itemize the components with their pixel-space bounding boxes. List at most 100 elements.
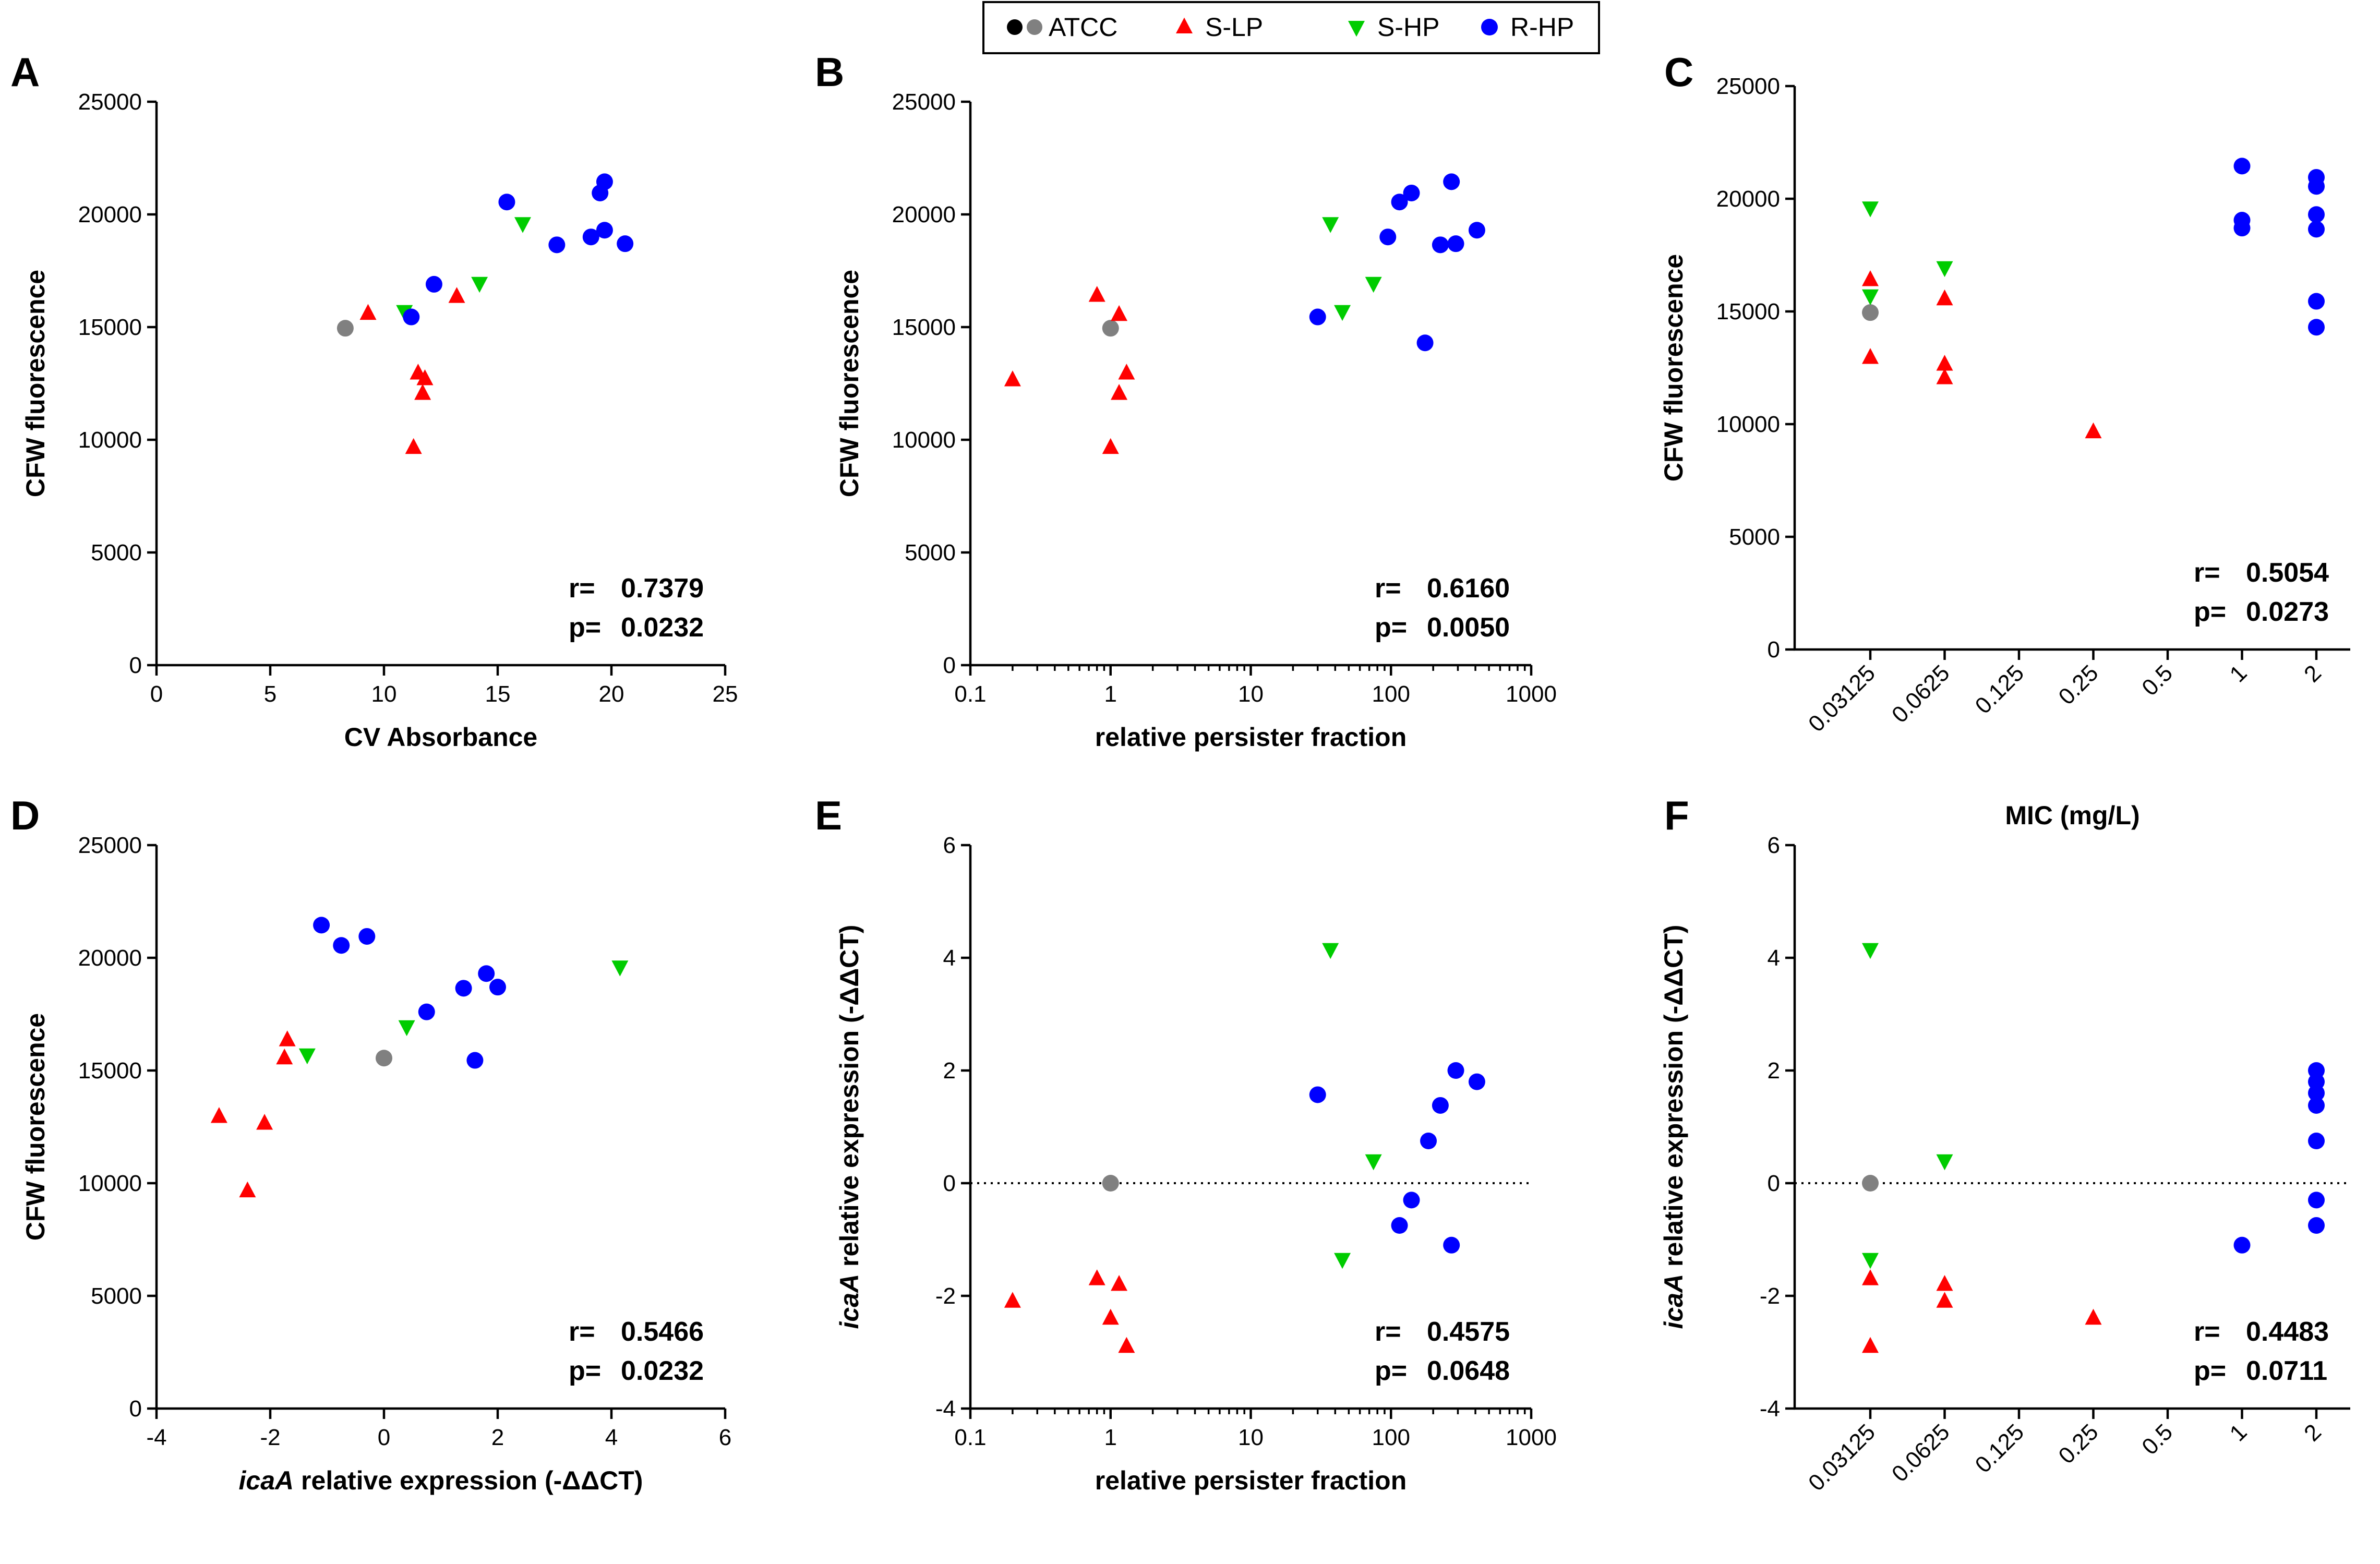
x-tick-label: 1000 [1506,1425,1557,1450]
x-tick-label: 2 [491,1425,504,1450]
data-point-shp [1936,261,1953,278]
x-tick-label: 20 [599,681,624,707]
x-tick-label: 4 [605,1425,618,1450]
data-point-rhp [548,236,566,254]
data-point-shp [1862,943,1879,959]
data-point-shp [1322,943,1339,959]
data-point-rhp [2233,1236,2251,1254]
data-point-slp [1111,305,1128,321]
y-axis-title-c: CFW fluorescence [1659,254,1688,482]
stat-p-label: p= [2194,597,2226,627]
data-point-slp [1862,348,1879,364]
data-point-slp [1111,384,1128,400]
stat-p-label: p= [1375,1356,1407,1386]
x-tick-label: 0 [378,1425,390,1450]
x-tick-label: 0.5 [2137,1419,2178,1460]
data-point-rhp [2233,220,2251,237]
stat-p-label: p= [2194,1356,2226,1386]
data-point-atcc [1862,304,1879,321]
stat-p-label: p= [1375,612,1407,643]
stat-r-label: r= [1375,573,1401,604]
stat-p-value: 0.0648 [1427,1356,1510,1386]
data-point-rhp [2308,1085,2325,1102]
data-point-slp [448,287,465,303]
stat-p-value: 0.0232 [621,612,704,643]
y-tick-label: 15000 [78,315,142,340]
stat-r-label: r= [2194,558,2220,588]
data-point-slp [210,1107,227,1123]
x-tick-label: -4 [146,1425,166,1450]
x-tick-label: -2 [260,1425,280,1450]
data-point-slp [1936,355,1953,371]
y-tick-label: -2 [935,1283,956,1309]
stat-p-value: 0.0711 [2246,1356,2327,1386]
data-point-slp [1862,1337,1879,1353]
data-point-atcc [336,320,354,337]
y-tick-label: 10000 [1716,412,1780,437]
data-point-atcc [1102,320,1119,337]
data-point-shp [1334,305,1351,321]
data-point-rhp [2233,158,2251,175]
data-point-rhp [1420,1133,1437,1149]
legend-marker-rhp [1481,19,1498,35]
x-tick-label: 100 [1372,681,1410,707]
data-point-rhp [617,235,634,252]
data-point-shp [1862,289,1879,306]
x-axis-title-a: CV Absorbance [344,723,537,752]
y-tick-label: 25000 [1716,74,1780,99]
data-point-shp [1862,201,1879,218]
legend-marker-slp [1176,17,1193,33]
data-point-shp [1322,217,1339,233]
data-point-atcc [1862,1175,1879,1192]
data-point-rhp [2308,1133,2325,1149]
data-point-slp [276,1048,293,1065]
data-point-rhp [1416,334,1434,352]
x-tick-label: 10 [1238,1425,1264,1450]
y-axis-title-d: CFW fluorescence [21,1013,50,1241]
data-point-rhp [2308,293,2325,310]
y-tick-label: 0 [1768,637,1780,663]
data-point-slp [1102,438,1119,454]
x-tick-label: 0.5 [2137,660,2178,701]
data-point-rhp [1432,236,1449,254]
panel-c: C 0 5000 10000 15000 20000 25000 0.03125 0.0625 0… [1659,49,2350,830]
data-point-rhp [333,937,350,954]
panel-letter-c: C [1664,49,1693,95]
data-point-rhp [489,979,506,996]
data-point-slp [1118,364,1135,380]
y-tick-label: 6 [1768,833,1780,858]
legend: ATCC S-LP S-HP R-HP [982,1,1600,54]
y-tick-label: 0 [129,1396,142,1422]
data-point-rhp [1443,173,1460,190]
x-tick-label: 25 [713,681,738,707]
data-point-shp [471,276,488,293]
legend-label-atcc: ATCC [1049,13,1117,42]
y-tick-label: 25000 [78,833,142,858]
data-point-shp [398,1020,415,1037]
stat-r-value: 0.6160 [1427,573,1510,604]
data-point-slp [256,1114,273,1130]
y-tick-label: 10000 [78,427,142,453]
y-tick-label: 0 [1768,1171,1780,1196]
stat-r-label: r= [569,1317,595,1347]
x-tick-label: 0.03125 [1804,660,1880,737]
x-tick-label: 0.25 [2053,660,2103,709]
panel-letter-d: D [10,792,40,838]
stat-p-label: p= [569,612,601,643]
data-point-rhp [466,1052,484,1069]
y-tick-label: 20000 [1716,186,1780,212]
data-point-atcc [1102,1175,1119,1192]
y-tick-label: -2 [1760,1283,1780,1309]
stat-r-value: 0.4483 [2246,1317,2329,1347]
y-tick-label: 0 [943,1171,956,1196]
data-point-rhp [313,917,330,934]
data-point-slp [1862,270,1879,286]
panel-b: B 0 5000 10000 15000 20000 25000 0.1 1 10 100 1000 r… [815,49,1557,752]
panel-d: D 0 5000 10000 15000 20000 25000 -4 -2 0 2 4 6 icaA r… [10,792,731,1495]
stat-r-value: 0.4575 [1427,1317,1510,1347]
y-tick-label: 15000 [1716,299,1780,324]
stat-r-label: r= [569,573,595,604]
data-point-rhp [2308,1217,2325,1234]
panel-letter-e: E [815,792,842,838]
y-axis-title-b: CFW fluorescence [835,270,864,497]
